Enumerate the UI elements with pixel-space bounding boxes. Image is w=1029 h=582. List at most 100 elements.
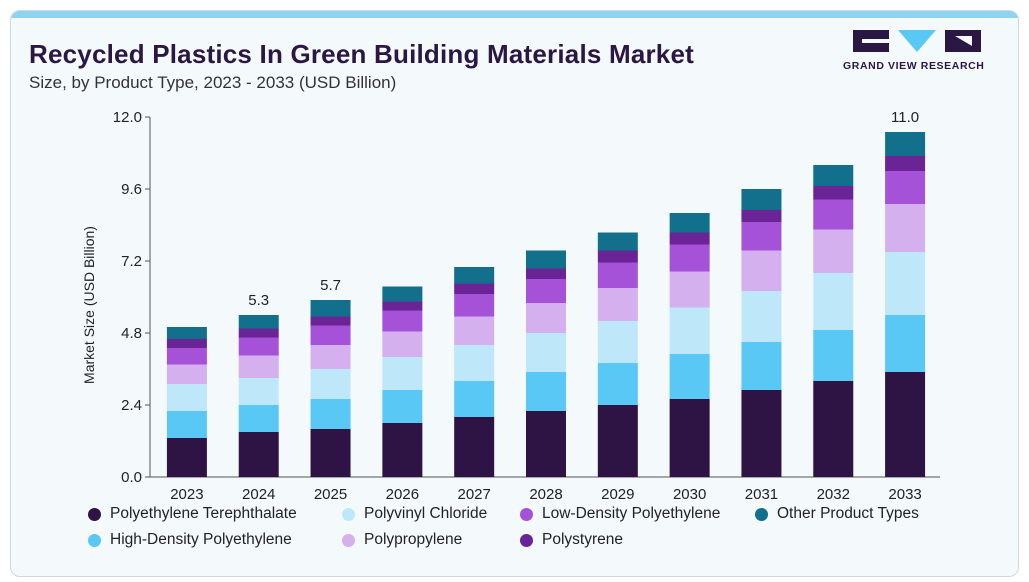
bar-segment (813, 186, 854, 200)
bar-segment (454, 381, 495, 417)
y-axis-label: Market Size (USD Billion) (81, 226, 97, 384)
legend-swatch-icon (520, 507, 533, 521)
bar-segment (741, 291, 782, 342)
bar-segment (813, 273, 854, 330)
bar-segment (454, 316, 495, 345)
chart-title: Recycled Plastics In Green Building Mate… (29, 39, 694, 69)
x-tick-label: 2033 (888, 486, 921, 503)
legend-item: Other Product Types (755, 505, 919, 523)
bar-segment (741, 222, 782, 251)
legend-item: High-Density Polyethylene (88, 531, 292, 549)
legend-label: Low-Density Polyethylene (542, 505, 721, 522)
bar-total-label: 5.7 (320, 277, 341, 294)
bar-segment (526, 333, 566, 372)
bar-segment (238, 405, 279, 432)
bar-segment (741, 390, 782, 477)
legend-item: Polystyrene (520, 531, 623, 549)
logo-text: GRAND VIEW RESEARCH (843, 60, 985, 72)
bar-segment (166, 348, 207, 365)
y-tick-label: 9.6 (121, 181, 142, 198)
bar-segment (166, 384, 207, 411)
bar-segment (526, 411, 566, 477)
bar-segment (166, 411, 207, 438)
bar-segment (526, 279, 566, 303)
legend-label: Polypropylene (364, 531, 463, 548)
bar-segment (885, 372, 926, 477)
x-tick-label: 2026 (386, 486, 419, 503)
x-tick-label: 2032 (817, 486, 850, 503)
bar-segment (813, 165, 854, 186)
bar-segment (597, 405, 638, 477)
chart-subtitle: Size, by Product Type, 2023 - 2033 (USD … (29, 73, 397, 92)
bar-segment (597, 321, 638, 363)
x-tick-label: 2031 (745, 486, 778, 503)
bar-segment (885, 132, 926, 156)
bar-segment (238, 355, 279, 378)
legend-label: Polyethylene Terephthalate (110, 505, 297, 522)
bar-segment (597, 262, 638, 288)
legend-item: Polyethylene Terephthalate (88, 505, 297, 523)
bar-segment (526, 268, 566, 279)
bar-segment (238, 315, 279, 329)
bar-segment (669, 271, 710, 308)
bar-segment (382, 310, 423, 332)
bar-segment (382, 357, 423, 390)
x-tick-label: 2027 (457, 486, 490, 503)
bar-segment (885, 204, 926, 252)
bar-segment (238, 337, 279, 356)
bar-segment (382, 286, 423, 302)
bar-segment (741, 342, 782, 390)
bar-segment (454, 283, 495, 294)
legend-swatch-icon (520, 533, 533, 547)
bar-segment (597, 232, 638, 251)
legend-label: Other Product Types (777, 505, 919, 522)
x-tick-label: 2029 (601, 486, 634, 503)
legend-swatch-icon (342, 507, 355, 521)
y-tick-label: 12.0 (113, 109, 142, 126)
bar-segment (454, 417, 495, 477)
bar-segment (310, 369, 351, 399)
bar-segment (741, 250, 782, 291)
legend-swatch-icon (755, 507, 768, 521)
bar-segment (238, 432, 279, 477)
bar-segment (310, 300, 351, 317)
bar-segment (813, 330, 854, 381)
bar-segment (382, 390, 423, 423)
bar-segment (310, 316, 351, 326)
legend-label: Polyvinyl Chloride (364, 505, 488, 522)
y-tick-label: 7.2 (121, 253, 142, 270)
bar-segment (526, 250, 566, 269)
bar-segment (526, 372, 566, 411)
y-tick-label: 0.0 (121, 469, 142, 486)
legend-swatch-icon (88, 533, 101, 547)
bar-segment (238, 378, 279, 405)
bar-segment (166, 364, 207, 384)
bar-segment (741, 210, 782, 222)
bar-segment (310, 399, 351, 429)
y-tick-label: 4.8 (121, 325, 142, 342)
bar-segment (166, 339, 207, 348)
bar-segment (597, 250, 638, 263)
bar-segment (238, 328, 279, 338)
top-accent-bar (11, 11, 1018, 18)
bar-total-label: 5.3 (248, 292, 269, 309)
bar-segment (454, 267, 495, 284)
bar-segment (741, 189, 782, 210)
bar-segment (597, 363, 638, 405)
bar-total-label: 11.0 (891, 109, 919, 126)
bar-segment (310, 345, 351, 369)
legend-swatch-icon (342, 533, 355, 547)
grand-view-research-logo-icon (853, 30, 981, 52)
legend-item: Polyvinyl Chloride (342, 505, 487, 523)
bar-segment (669, 399, 710, 477)
bar-segment (669, 307, 710, 354)
bar-segment (669, 354, 710, 399)
legend-item: Polypropylene (342, 531, 462, 549)
x-tick-label: 2024 (242, 486, 275, 503)
legend-swatch-icon (88, 507, 101, 521)
x-tick-label: 2030 (673, 486, 706, 503)
bar-segment (813, 381, 854, 477)
bar-segment (310, 429, 351, 477)
bar-segment (382, 423, 423, 477)
x-tick-label: 2023 (170, 486, 203, 503)
